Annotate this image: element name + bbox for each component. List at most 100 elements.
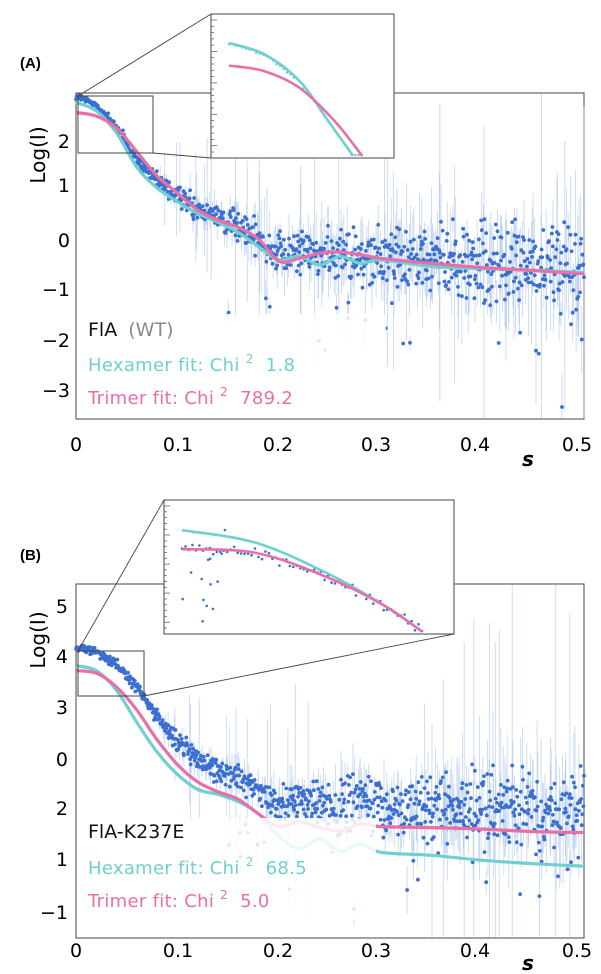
data-point bbox=[450, 804, 455, 808]
data-point bbox=[284, 266, 289, 270]
data-point bbox=[499, 235, 504, 240]
data-point bbox=[505, 786, 510, 791]
data-point bbox=[366, 813, 370, 818]
data-point bbox=[244, 217, 249, 222]
data-point bbox=[185, 743, 190, 748]
data-point bbox=[221, 216, 225, 221]
data-point bbox=[395, 809, 399, 814]
data-point bbox=[192, 196, 197, 200]
data-point bbox=[327, 813, 332, 818]
data-point bbox=[477, 796, 482, 800]
data-point bbox=[377, 783, 382, 788]
data-point bbox=[445, 231, 450, 236]
data-point bbox=[549, 798, 554, 803]
data-point bbox=[474, 814, 478, 819]
data-point bbox=[173, 742, 177, 747]
data-point bbox=[197, 765, 202, 769]
data-point bbox=[500, 805, 504, 810]
data-point bbox=[213, 761, 218, 765]
data-point bbox=[353, 247, 357, 252]
data-point bbox=[482, 301, 486, 305]
data-point bbox=[480, 285, 485, 290]
data-point bbox=[362, 264, 367, 269]
data-point bbox=[427, 811, 432, 816]
data-point bbox=[274, 266, 278, 271]
data-point bbox=[417, 802, 421, 807]
data-point bbox=[318, 246, 323, 251]
data-point bbox=[469, 796, 473, 800]
data-point bbox=[481, 780, 486, 784]
data-point bbox=[451, 259, 456, 263]
data-point bbox=[561, 780, 566, 785]
data-point bbox=[390, 301, 394, 306]
data-point bbox=[426, 276, 431, 281]
inset-point bbox=[323, 578, 326, 582]
data-point bbox=[499, 258, 503, 263]
data-point bbox=[570, 774, 574, 779]
data-point bbox=[331, 246, 335, 251]
data-point bbox=[421, 241, 425, 246]
data-point bbox=[573, 785, 577, 790]
data-point bbox=[542, 273, 547, 278]
inset-point bbox=[292, 565, 295, 569]
panel-b-trimer-label: Trimer fit: Chi bbox=[87, 891, 214, 912]
data-point bbox=[470, 240, 475, 245]
data-point bbox=[442, 811, 447, 816]
inset-point bbox=[403, 613, 406, 616]
data-point bbox=[336, 274, 341, 278]
panel-a-legend-bg bbox=[86, 314, 386, 416]
data-point bbox=[298, 785, 303, 790]
data-point bbox=[112, 119, 116, 124]
data-point bbox=[451, 807, 455, 812]
inset-point bbox=[264, 550, 267, 553]
data-point bbox=[308, 238, 312, 243]
data-point bbox=[425, 268, 429, 273]
data-point bbox=[508, 805, 512, 809]
data-point bbox=[452, 252, 456, 256]
data-point bbox=[358, 780, 363, 784]
data-point bbox=[464, 815, 468, 819]
data-point bbox=[505, 778, 510, 783]
data-point bbox=[400, 799, 405, 803]
data-point bbox=[470, 762, 474, 767]
data-point bbox=[396, 244, 401, 249]
data-point bbox=[473, 823, 478, 828]
data-point bbox=[251, 787, 256, 792]
data-point bbox=[220, 761, 225, 766]
data-point bbox=[550, 823, 555, 828]
data-point bbox=[270, 804, 275, 808]
data-point bbox=[331, 806, 336, 811]
data-point bbox=[518, 330, 522, 335]
data-point bbox=[354, 263, 359, 268]
data-point bbox=[485, 772, 490, 776]
data-point bbox=[278, 815, 283, 819]
data-point bbox=[527, 771, 532, 776]
data-point bbox=[418, 247, 423, 251]
data-point bbox=[195, 215, 200, 220]
data-point bbox=[470, 257, 474, 262]
data-point bbox=[438, 250, 442, 255]
data-point bbox=[474, 798, 479, 803]
data-point bbox=[531, 282, 536, 287]
data-point bbox=[363, 783, 368, 787]
data-point bbox=[514, 240, 519, 245]
data-point bbox=[296, 239, 300, 244]
data-point bbox=[434, 785, 439, 789]
data-point bbox=[539, 799, 543, 804]
data-point bbox=[138, 163, 143, 168]
data-point bbox=[500, 819, 505, 823]
data-point bbox=[549, 266, 554, 270]
data-point bbox=[183, 191, 188, 196]
data-point bbox=[526, 280, 531, 285]
data-point bbox=[521, 821, 526, 826]
panel-a-inset-hexamer-fit bbox=[228, 41, 355, 157]
data-point bbox=[357, 787, 362, 791]
data-point bbox=[302, 792, 307, 797]
data-point bbox=[408, 239, 413, 244]
data-point bbox=[489, 272, 494, 277]
data-point bbox=[497, 284, 502, 289]
data-point bbox=[496, 341, 501, 345]
data-point bbox=[554, 247, 559, 252]
data-point bbox=[431, 811, 435, 816]
data-point bbox=[564, 247, 569, 252]
